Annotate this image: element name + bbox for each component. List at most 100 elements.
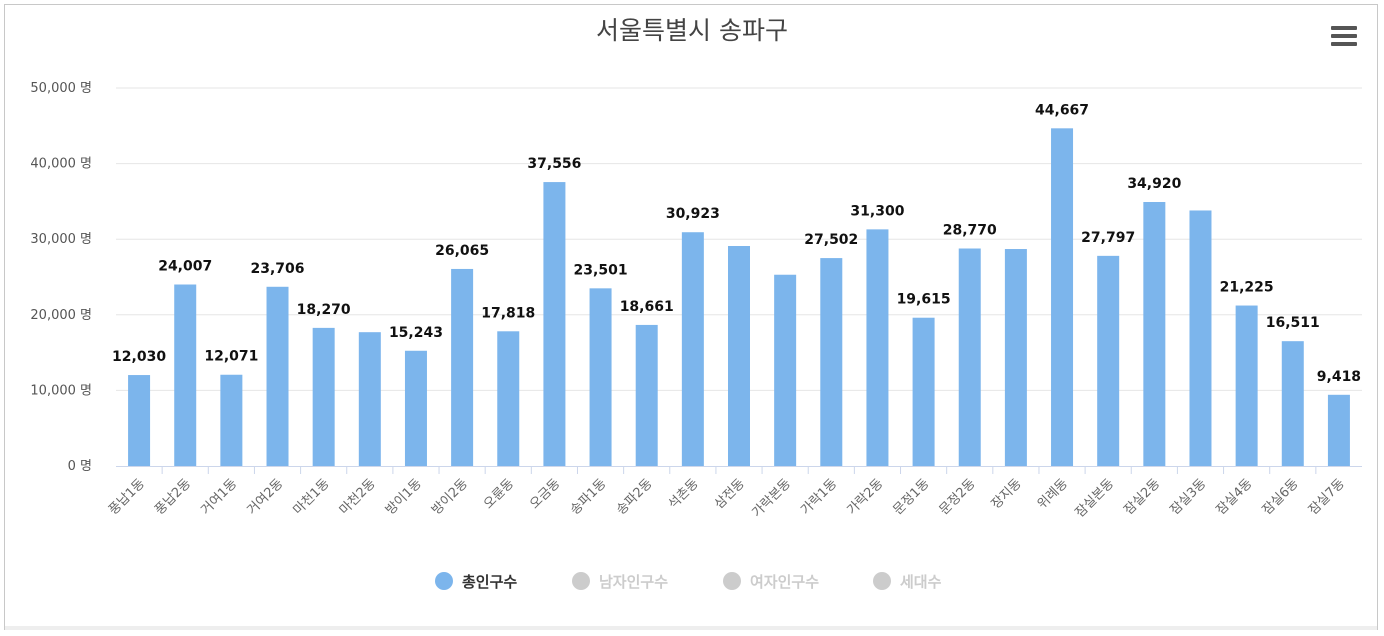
data-label: 9,418	[1317, 369, 1361, 385]
y-axis: 0 명 10,000 명 20,000 명 30,000 명 40,000 명 50,00…	[30, 81, 92, 474]
bar[interactable]	[958, 248, 981, 466]
x-tick-label: 잠실2동	[1121, 476, 1163, 518]
x-tick-label: 잠실3동	[1167, 476, 1209, 518]
legend-marker	[873, 572, 891, 590]
data-label: 24,007	[158, 259, 212, 275]
bar[interactable]	[635, 324, 658, 466]
y-tick-label: 0 명	[68, 459, 92, 474]
x-tick-label: 잠실4동	[1214, 476, 1256, 518]
bar[interactable]	[1235, 305, 1258, 466]
x-tick-label: 삼전동	[712, 476, 748, 512]
x-tick-label: 잠실7동	[1306, 476, 1348, 518]
x-tick-label: 방이1동	[383, 476, 425, 518]
y-tick-label: 50,000 명	[30, 81, 92, 96]
bar[interactable]	[1143, 202, 1166, 466]
legend-marker	[723, 572, 741, 590]
data-label: 21,225	[1220, 280, 1274, 296]
x-tick-label: 문정1동	[891, 476, 933, 518]
data-label: 27,797	[1081, 230, 1135, 246]
bottom-strip	[5, 626, 1377, 630]
bar[interactable]	[774, 274, 797, 466]
x-tick-label: 잠실본동	[1073, 476, 1117, 520]
bar[interactable]	[866, 229, 889, 466]
bar[interactable]	[1051, 128, 1074, 466]
bar[interactable]	[681, 232, 704, 466]
bar[interactable]	[1189, 210, 1212, 466]
x-tick-label: 거여2동	[245, 476, 287, 518]
x-tick-label: 거여1동	[198, 476, 240, 518]
x-tick-label: 마천1동	[291, 476, 333, 518]
data-label: 30,923	[666, 206, 720, 222]
x-tick-label: 풍납1동	[106, 476, 148, 518]
y-tick-label: 30,000 명	[30, 232, 92, 247]
data-label: 23,501	[574, 262, 628, 278]
bar[interactable]	[174, 284, 197, 466]
x-tick-label: 가락2동	[844, 476, 886, 518]
data-label: 18,270	[297, 302, 351, 318]
y-tick-label: 10,000 명	[30, 383, 92, 398]
data-label: 23,706	[251, 261, 305, 277]
x-tick-label: 풍납2동	[152, 476, 194, 518]
data-label: 31,300	[850, 203, 904, 219]
x-tick-label: 송파2동	[614, 476, 656, 518]
bar[interactable]	[451, 268, 474, 466]
bar[interactable]	[820, 258, 843, 466]
bar[interactable]	[912, 317, 935, 466]
data-label: 34,920	[1127, 176, 1181, 192]
legend-item[interactable]: 여자인구수	[723, 572, 819, 591]
y-tick-label: 40,000 명	[30, 157, 92, 172]
bar[interactable]	[589, 288, 612, 466]
legend-item[interactable]: 세대수	[873, 572, 942, 591]
data-label: 37,556	[527, 156, 581, 172]
data-label: 16,511	[1266, 315, 1320, 331]
bar[interactable]	[543, 182, 566, 466]
legend-label: 남자인구수	[599, 573, 668, 591]
data-label: 26,065	[435, 243, 489, 259]
data-label: 27,502	[804, 232, 858, 248]
bar[interactable]	[404, 350, 427, 466]
y-tick-label: 20,000 명	[30, 308, 92, 323]
x-tick-label: 석촌동	[666, 476, 702, 512]
data-label: 44,667	[1035, 102, 1089, 118]
bar[interactable]	[358, 332, 381, 466]
x-tick-label: 잠실6동	[1260, 476, 1302, 518]
x-tick-label: 마천2동	[337, 476, 379, 518]
bar[interactable]	[1281, 341, 1304, 466]
bar[interactable]	[266, 286, 289, 466]
data-label: 15,243	[389, 325, 443, 341]
data-label: 12,071	[204, 349, 258, 365]
legend-marker	[572, 572, 590, 590]
bar[interactable]	[1327, 394, 1350, 466]
bar-series[interactable]	[128, 128, 1350, 466]
data-label: 28,770	[943, 222, 997, 238]
bar[interactable]	[220, 374, 243, 466]
x-tick-label: 가락1동	[798, 476, 840, 518]
x-axis: 풍납1동 풍납2동 거여1동 거여2동 마천1동 마천2동 방이1동 방이2동 오륜동 오금동 송파…	[106, 466, 1362, 521]
bar[interactable]	[312, 327, 335, 466]
x-tick-label: 장지동	[989, 476, 1025, 512]
data-labels: 12,030 24,007 12,071 23,706 18,270 15,243 26,0…	[112, 102, 1361, 384]
legend-item[interactable]: 총인구수	[435, 572, 517, 591]
legend-marker	[435, 572, 453, 590]
x-tick-label: 송파1동	[568, 476, 610, 518]
data-label: 17,818	[481, 305, 535, 321]
x-tick-label: 오금동	[527, 476, 563, 512]
data-label: 12,030	[112, 349, 166, 365]
x-tick-label: 오륜동	[481, 476, 517, 512]
data-label: 18,661	[620, 299, 674, 315]
legend[interactable]: 총인구수 남자인구수 여자인구수 세대수	[435, 572, 942, 591]
chart-title: 서울특별시 송파구	[596, 16, 788, 45]
data-label: 19,615	[897, 292, 951, 308]
hamburger-menu-icon[interactable]	[1331, 26, 1359, 50]
legend-label: 세대수	[900, 573, 942, 591]
legend-item[interactable]: 남자인구수	[572, 572, 668, 591]
x-tick-label: 문정2동	[937, 476, 979, 518]
bar[interactable]	[1004, 249, 1027, 466]
legend-label: 총인구수	[462, 573, 517, 591]
legend-label: 여자인구수	[750, 573, 819, 591]
bar[interactable]	[497, 331, 520, 466]
bar[interactable]	[128, 375, 151, 466]
bar[interactable]	[728, 246, 750, 466]
bar[interactable]	[1097, 255, 1120, 466]
